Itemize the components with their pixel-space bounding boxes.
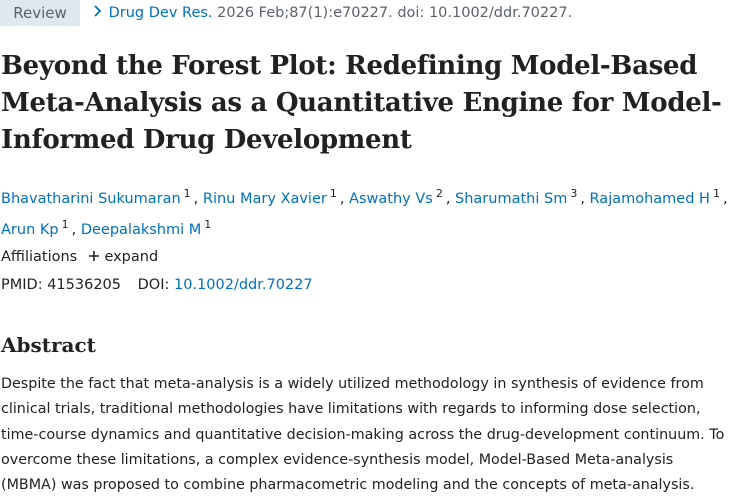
abstract-line: clinical trials, traditional methodologi… — [1, 401, 701, 418]
affiliation-number[interactable]: 3 — [570, 187, 578, 200]
citation: Drug Dev Res. 2026 Feb;87(1):e70227. doi… — [92, 0, 572, 26]
author-link[interactable]: Sharumathi Sm — [455, 190, 568, 207]
article-title: Beyond the Forest Plot: Redefining Model… — [1, 48, 722, 159]
author-link[interactable]: Rinu Mary Xavier — [202, 190, 327, 207]
abstract-line: time-course dynamics and quantitative de… — [1, 426, 725, 443]
affiliation-number[interactable]: 1 — [61, 217, 69, 231]
affiliation-number[interactable]: 1 — [712, 187, 720, 200]
affiliation-number[interactable]: 1 — [183, 187, 191, 200]
doi-link[interactable]: 10.1002/ddr.70227 — [173, 277, 313, 293]
affiliations-label: Affiliations — [1, 249, 78, 265]
separator: , — [71, 221, 77, 238]
abstract-heading: Abstract — [1, 333, 96, 357]
separator: , — [722, 190, 728, 207]
affiliations: Affiliations expand — [1, 245, 158, 269]
expand-label: expand — [104, 249, 159, 265]
plus-icon — [88, 251, 99, 261]
journal-link[interactable]: Drug Dev Res. — [108, 5, 213, 21]
author-link[interactable]: Deepalakshmi M — [80, 221, 202, 238]
abstract-text: Despite the fact that meta-analysis is a… — [1, 372, 724, 498]
title-line: Informed Drug Development — [1, 125, 412, 155]
pmid-label: PMID: — [1, 277, 43, 293]
chevron-icon — [94, 5, 102, 17]
author: Aswathy Vs 2, — [349, 187, 451, 207]
separator: , — [339, 190, 345, 207]
affiliation-number[interactable]: 1 — [329, 187, 337, 200]
expand-button[interactable]: expand — [88, 249, 158, 265]
author-link[interactable]: Bhavatharini Sukumaran — [1, 190, 181, 207]
pmid: 41536205 — [47, 277, 122, 293]
citation-text: 2026 Feb;87(1):e70227. doi: 10.1002/ddr.… — [217, 5, 573, 21]
separator: , — [445, 190, 451, 207]
author-link[interactable]: Rajamohamed H — [589, 190, 710, 207]
author-link[interactable]: Arun Kp — [1, 221, 59, 238]
doi-label: DOI: — [137, 277, 170, 293]
author-link[interactable]: Aswathy Vs — [349, 190, 433, 207]
author-list: Bhavatharini Sukumaran 1, Rinu Mary Xavie… — [1, 181, 746, 243]
title-line: Meta-Analysis as a Quantitative Engine f… — [1, 88, 722, 118]
affiliation-number[interactable]: 2 — [435, 187, 443, 200]
abstract-line: Despite the fact that meta-analysis is a… — [1, 376, 704, 392]
title-line: Beyond the Forest Plot: Redefining Model… — [1, 51, 698, 81]
abstract-line: overcome these limitations, a complex ev… — [1, 451, 674, 468]
separator: , — [193, 190, 199, 207]
author: Bhavatharini Sukumaran 1, — [1, 187, 199, 207]
abstract-line: (MBMA) was proposed to combine pharmacom… — [1, 477, 695, 494]
author: Rinu Mary Xavier 1, — [202, 187, 345, 207]
author: Arun Kp 1, — [1, 218, 77, 238]
affiliation-number[interactable]: 1 — [204, 217, 212, 231]
separator: , — [580, 190, 585, 207]
identifiers: PMID: 41536205 DOI: 10.1002/ddr.70227 — [1, 273, 313, 297]
author: Sharumathi Sm 3, — [455, 187, 585, 207]
type-badge: Review — [0, 0, 80, 26]
